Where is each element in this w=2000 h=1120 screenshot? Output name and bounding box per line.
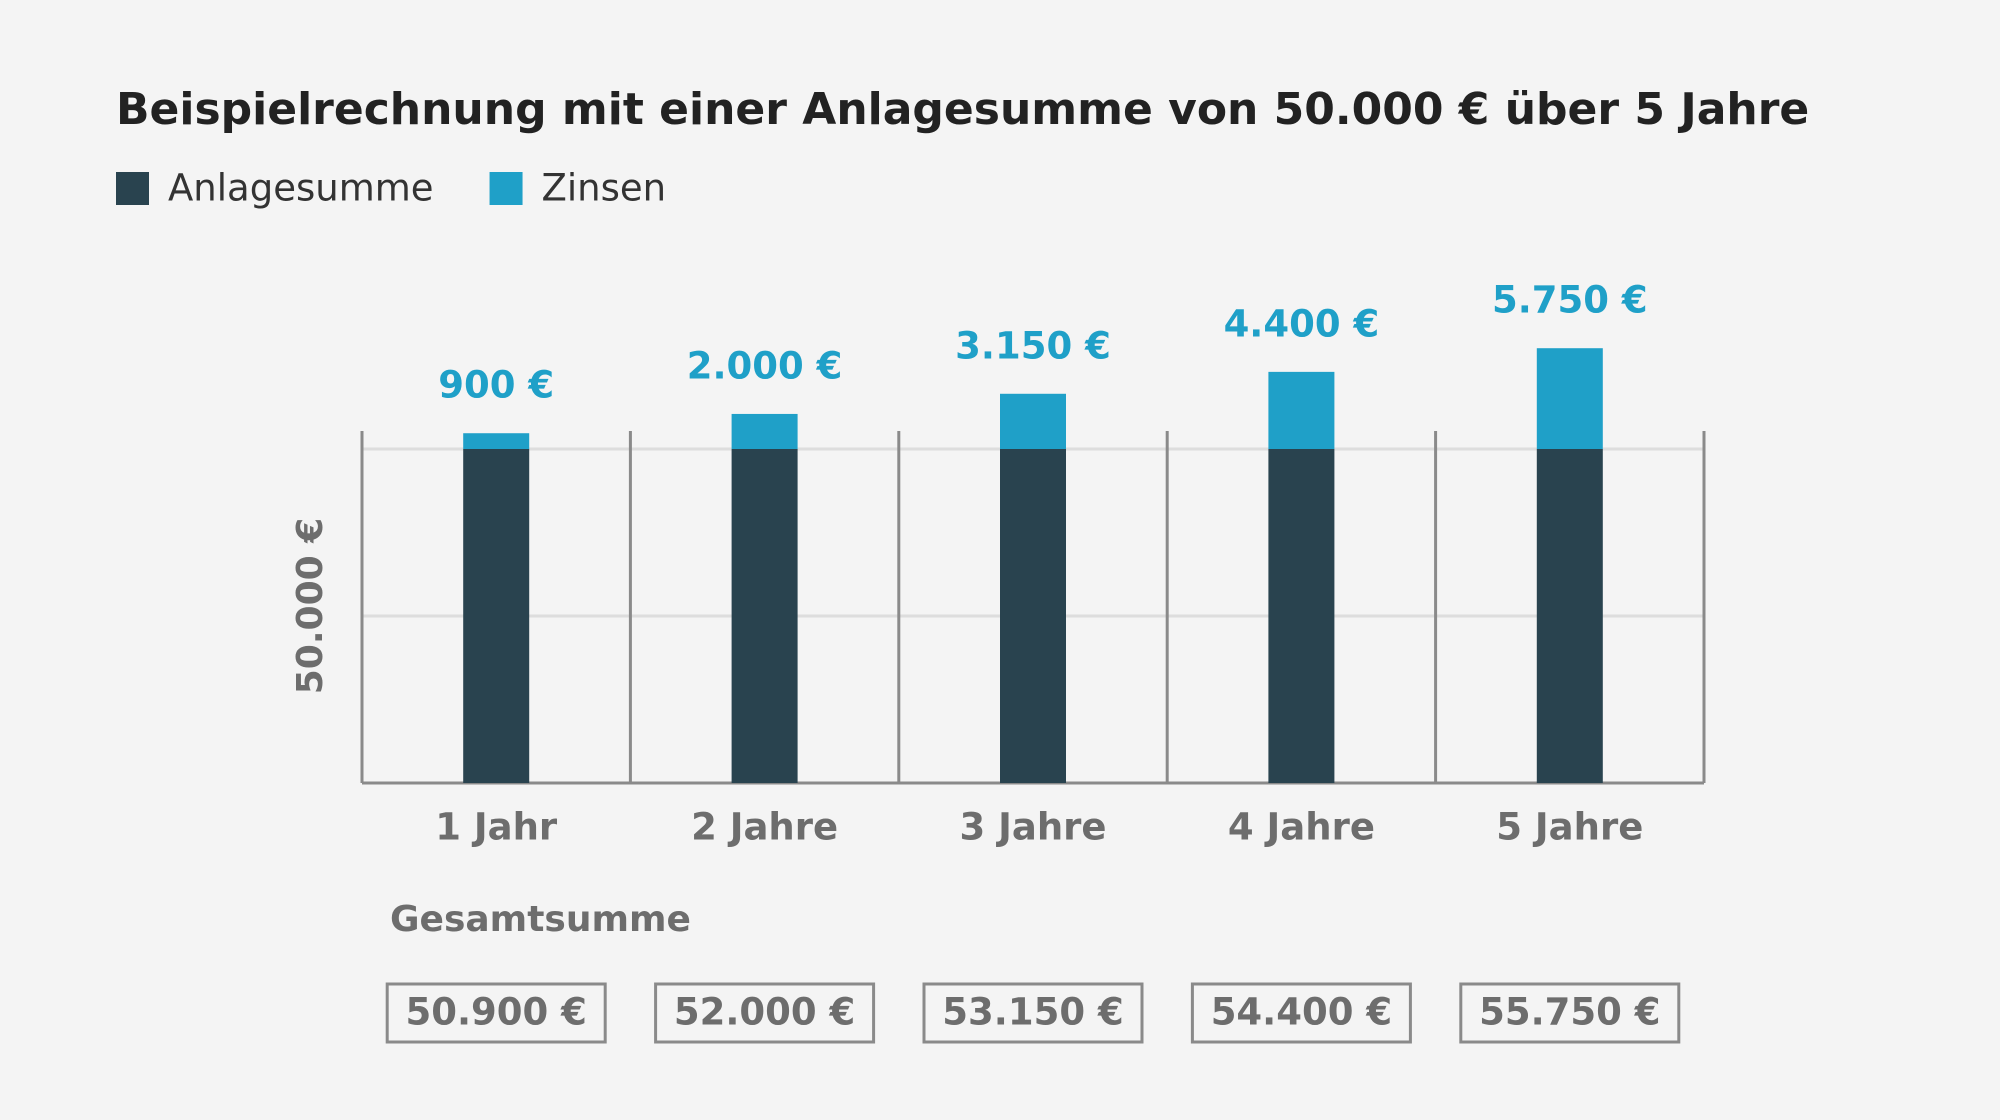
- bar-segment: [731, 449, 798, 783]
- bar-segment: [463, 449, 530, 783]
- bar-segment: [1000, 393, 1066, 449]
- value-label: 5.750 €: [1492, 279, 1648, 322]
- total-label: 53.150 €: [942, 991, 1123, 1034]
- total-label: 52.000 €: [674, 991, 855, 1034]
- value-label: 2.000 €: [687, 344, 843, 387]
- bar-segment: [463, 433, 530, 449]
- totals-title: Gesamtsumme: [390, 899, 691, 940]
- bar-segment: [1536, 449, 1603, 783]
- total-box: [385, 982, 607, 1044]
- bar-segment: [1268, 371, 1335, 449]
- legend-swatch: [116, 172, 149, 205]
- chart-title: Beispielrechnung mit einer Anlagesumme v…: [116, 84, 1809, 135]
- bar-segment: [731, 413, 798, 449]
- bar-segment: [1268, 449, 1335, 783]
- bar-segment: [1536, 348, 1603, 449]
- value-label: 4.400 €: [1224, 302, 1380, 345]
- bar-segment: [1000, 449, 1066, 783]
- total-label: 55.750 €: [1479, 991, 1660, 1034]
- y-axis-label: 50.000 €: [290, 518, 331, 695]
- total-box: [922, 982, 1144, 1044]
- x-tick-label: 1 Jahr: [435, 806, 558, 849]
- x-tick-label: 5 Jahre: [1496, 806, 1643, 849]
- legend-swatch: [489, 172, 523, 205]
- legend-label: Zinsen: [542, 167, 667, 210]
- value-label: 3.150 €: [955, 324, 1111, 367]
- total-label: 54.400 €: [1211, 991, 1392, 1034]
- total-box: [654, 982, 876, 1044]
- x-tick-label: 2 Jahre: [691, 806, 838, 849]
- total-box: [1190, 982, 1412, 1044]
- x-tick-label: 3 Jahre: [959, 806, 1106, 849]
- value-label: 900 €: [438, 364, 554, 407]
- total-box: [1459, 982, 1681, 1044]
- legend-label: Anlagesumme: [168, 167, 434, 210]
- total-label: 50.900 €: [405, 991, 586, 1034]
- x-tick-label: 4 Jahre: [1228, 806, 1375, 849]
